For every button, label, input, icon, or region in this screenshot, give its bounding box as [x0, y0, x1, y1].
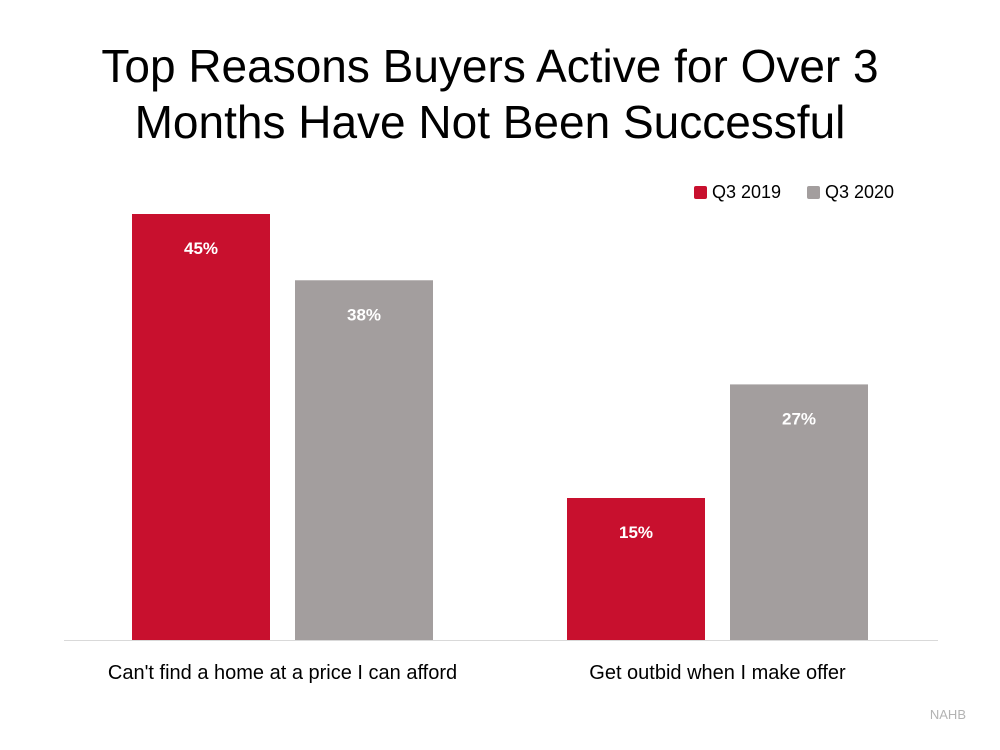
bar-q3-2020-1 — [295, 280, 433, 640]
data-label-q3-2019-1: 45% — [184, 239, 218, 258]
bar-q3-2020-2 — [730, 384, 868, 640]
bar-q3-2019-2 — [567, 498, 705, 640]
bar-q3-2019-1 — [132, 214, 270, 640]
legend-swatch-q3-2020 — [807, 186, 820, 199]
x-tick-label-1: Can't find a home at a price I can affor… — [108, 662, 457, 684]
data-label-q3-2019-2: 15% — [619, 523, 653, 542]
x-tick-label-2: Get outbid when I make offer — [589, 662, 846, 684]
legend-swatch-q3-2019 — [694, 186, 707, 199]
data-label-q3-2020-1: 38% — [347, 305, 381, 324]
chart-title-line-2: Months Have Not Been Successful — [134, 96, 846, 148]
source-label: NAHB — [929, 707, 966, 722]
data-label-q3-2020-2: 27% — [782, 409, 816, 428]
legend-label-q3-2019: Q3 2019 — [712, 182, 781, 202]
legend-label-q3-2020: Q3 2020 — [825, 182, 894, 202]
chart-title: Top Reasons Buyers Active for Over 3 Mon… — [50, 38, 930, 150]
chart-title-line-1: Top Reasons Buyers Active for Over 3 — [101, 40, 879, 92]
